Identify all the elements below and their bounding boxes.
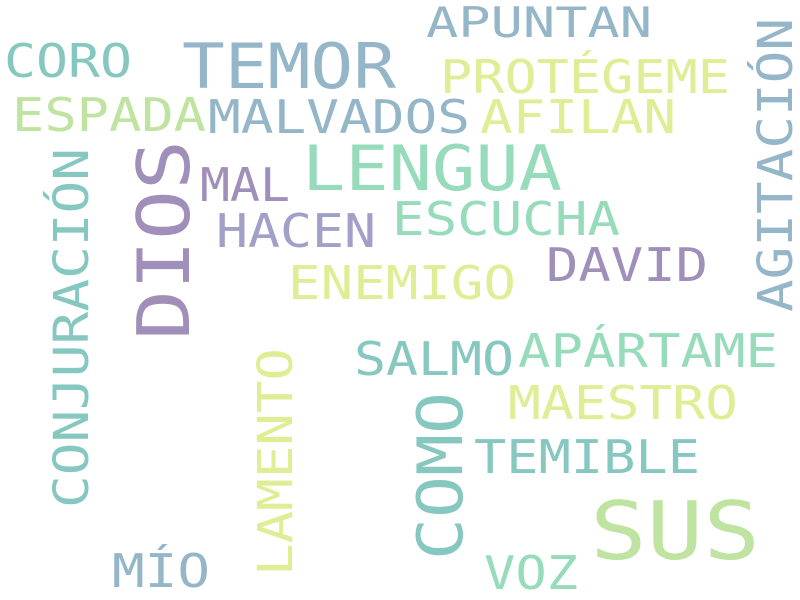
word-malvados: MALVADOS (208, 90, 470, 144)
word-hacen: HACEN (216, 204, 376, 258)
word-salmo: SALMO (354, 332, 514, 386)
word-escucha: ESCUCHA (392, 192, 620, 246)
word-coro: CORO (4, 34, 132, 88)
word-protegeme: PROTÉGEME (440, 50, 730, 104)
word-mal: MAL (200, 158, 290, 212)
word-temible: TEMIBLE (474, 430, 700, 484)
word-dios: DIOS (122, 140, 206, 340)
word-lamento: LAMENTO (248, 348, 304, 576)
word-como: COMO (404, 392, 477, 560)
word-apartame: APÁRTAME (518, 324, 778, 378)
word-enemigo: ENEMIGO (288, 256, 516, 310)
word-agitacion: AGITACIÓN (748, 17, 800, 312)
word-temor: TEMOR (182, 30, 396, 103)
word-afilan: AFILAN (480, 90, 676, 144)
word-lengua: LENGUA (302, 132, 562, 205)
word-mio: MÍO (112, 544, 210, 598)
word-sus: SUS (590, 485, 760, 578)
word-maestro: MAESTRO (508, 376, 738, 430)
word-voz: VOZ (484, 546, 578, 600)
word-david: DAVID (546, 238, 708, 292)
word-apuntan: APUNTAN (426, 0, 652, 47)
word-conjuracion: CONJURACIÓN (44, 147, 100, 508)
word-espada: ESPADA (12, 88, 206, 142)
